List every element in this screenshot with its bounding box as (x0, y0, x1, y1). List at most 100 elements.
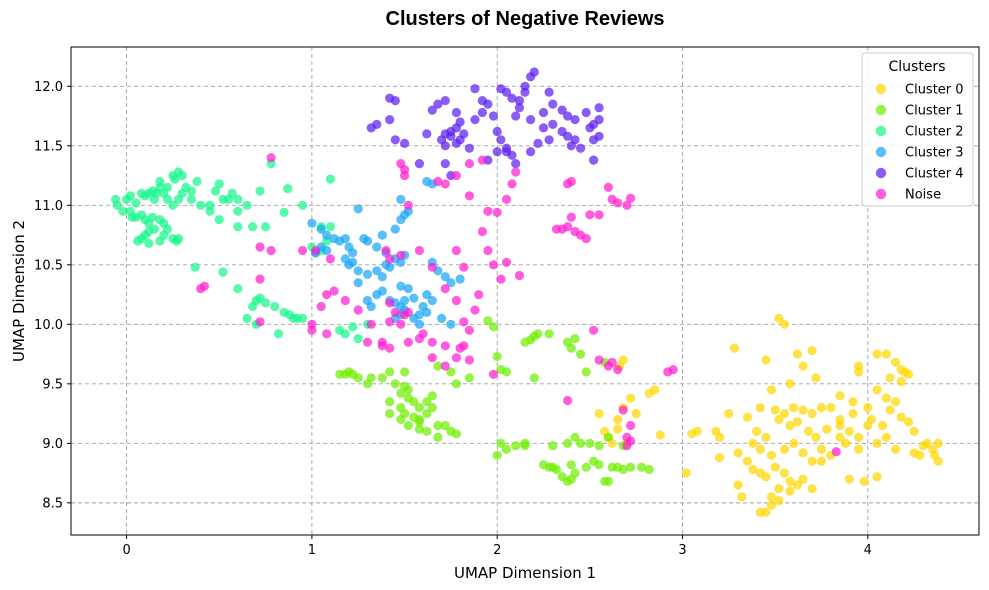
legend-item: Cluster 3 (875, 146, 964, 161)
data-point (348, 248, 358, 258)
data-point (440, 361, 450, 371)
data-point (162, 224, 172, 234)
data-point (205, 206, 215, 216)
data-point (451, 107, 461, 118)
data-point (585, 210, 595, 220)
data-point (186, 194, 196, 204)
data-point (618, 464, 628, 475)
data-point (433, 420, 443, 431)
data-point (785, 486, 795, 496)
data-point (322, 245, 332, 256)
x-tick-label: 1 (308, 543, 316, 558)
data-point (501, 444, 512, 454)
legend-item: Cluster 4 (875, 167, 964, 182)
data-point (451, 170, 461, 181)
data-point (400, 138, 410, 148)
data-point (511, 441, 521, 451)
data-point (266, 153, 276, 163)
data-point (533, 329, 543, 339)
series-cluster-0 (594, 313, 943, 517)
data-point (570, 115, 580, 125)
data-point (427, 105, 437, 115)
y-tick-label: 11.0 (34, 199, 63, 214)
data-point (835, 391, 845, 401)
data-point (644, 464, 654, 475)
data-point (483, 206, 493, 216)
data-point (218, 267, 228, 277)
data-point (414, 403, 424, 413)
data-point (186, 186, 196, 196)
series-cluster-4 (366, 67, 604, 181)
data-point (807, 345, 817, 356)
data-point (594, 131, 604, 141)
data-point (789, 438, 799, 448)
data-point (455, 274, 465, 284)
data-point (715, 432, 725, 442)
data-point (400, 295, 410, 306)
data-point (891, 357, 901, 367)
data-point (557, 105, 567, 115)
data-point (520, 337, 530, 347)
data-point (496, 365, 506, 375)
data-point (566, 212, 576, 222)
data-point (422, 426, 432, 436)
data-point (496, 438, 506, 448)
data-point (844, 474, 854, 484)
data-point (594, 409, 604, 419)
data-point (433, 176, 443, 187)
data-point (566, 141, 576, 151)
data-point (266, 245, 276, 256)
data-point (396, 194, 406, 204)
data-point (779, 444, 790, 454)
data-point (785, 379, 795, 389)
data-point (470, 115, 480, 125)
data-point (385, 343, 395, 353)
y-axis-label: UMAP Dimension 2 (10, 220, 28, 362)
y-tick-label: 8.5 (42, 496, 63, 511)
data-point (155, 176, 165, 187)
data-point (433, 432, 443, 442)
axis-ticks: 0 1 2 3 4 8.5 9.0 9.5 10.0 10.5 11.0 11.5 12.0 (34, 80, 872, 558)
data-point (325, 254, 335, 264)
y-tick-label: 9.0 (42, 437, 63, 452)
data-point (173, 234, 184, 244)
data-point (933, 456, 943, 466)
data-point (835, 432, 845, 442)
data-point (872, 438, 882, 448)
data-point (348, 322, 358, 332)
data-point (377, 341, 387, 351)
data-point (125, 191, 135, 201)
data-point (340, 234, 350, 244)
data-point (433, 361, 443, 371)
data-point (233, 206, 243, 216)
data-point (915, 450, 925, 460)
legend-label: Cluster 2 (905, 125, 964, 140)
data-point (854, 444, 864, 454)
chart-title: Clusters of Negative Reviews (386, 8, 665, 30)
data-point (168, 200, 178, 210)
data-point (785, 420, 795, 431)
y-tick-label: 10.5 (34, 258, 63, 273)
data-point (496, 274, 506, 284)
data-point (650, 385, 660, 395)
x-tick-label: 4 (864, 543, 872, 558)
data-point (594, 210, 604, 220)
data-point (488, 322, 499, 332)
data-point (748, 464, 758, 475)
data-point (563, 131, 573, 141)
data-point (459, 341, 469, 351)
data-point (613, 365, 623, 375)
data-point (729, 343, 740, 353)
data-point (147, 212, 158, 222)
data-point (492, 450, 502, 460)
data-point (316, 224, 326, 234)
data-point (785, 476, 795, 486)
y-tick-label: 9.5 (42, 377, 63, 392)
data-point (626, 393, 636, 403)
data-point (538, 107, 549, 118)
data-point (372, 119, 382, 129)
data-point (603, 182, 614, 192)
legend-title: Clusters (889, 59, 946, 75)
